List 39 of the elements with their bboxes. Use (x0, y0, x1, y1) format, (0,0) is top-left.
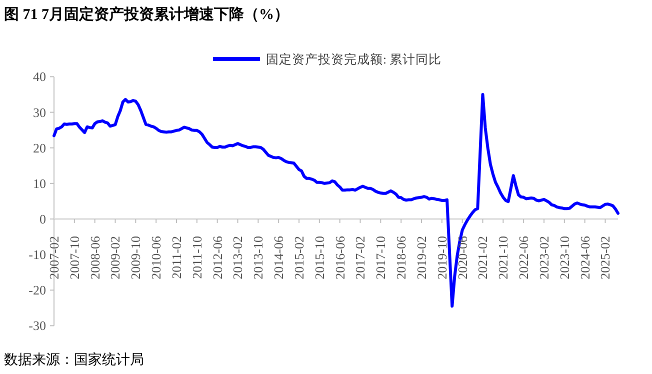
x-tick-label: 2016-06 (332, 236, 348, 280)
x-tick-label: 2019-02 (414, 236, 429, 280)
y-tick-label: 10 (33, 176, 46, 191)
x-tick-label: 2021-10 (496, 236, 511, 280)
x-tick-label: 2013-02 (230, 236, 246, 280)
legend-label: 固定资产投资完成额: 累计同比 (266, 52, 442, 66)
x-tick-label: 2020-06 (454, 236, 470, 280)
x-tick-label: 2017-02 (352, 236, 368, 280)
x-tick-label: 2014-06 (271, 236, 286, 280)
x-tick-label: 2007-10 (66, 236, 82, 280)
y-tick-label: 30 (33, 104, 46, 120)
x-tick-label: 2019-10 (434, 236, 450, 280)
x-tick-label: 2008-06 (87, 236, 102, 280)
x-tick-label: 2012-06 (210, 236, 225, 280)
x-tick-label: 2015-10 (312, 236, 327, 280)
x-tick-label: 2022-06 (516, 236, 532, 280)
y-tick-label: -20 (28, 282, 46, 298)
source-note: 数据来源：国家统计局 (4, 352, 144, 368)
y-tick-label: -10 (28, 247, 46, 262)
x-tick-label: 2007-02 (46, 236, 62, 280)
x-tick-label: 2009-10 (128, 236, 144, 280)
x-tick-label: 2010-06 (148, 236, 164, 280)
y-tick-label: 20 (33, 140, 46, 156)
x-tick-label: 2021-02 (475, 236, 490, 280)
y-tick-label: -30 (28, 318, 46, 334)
x-tick-label: 2015-02 (291, 236, 306, 280)
x-tick-label: 2024-06 (577, 236, 592, 280)
x-tick-label: 2011-10 (189, 236, 204, 279)
x-tick-label: 2025-02 (598, 236, 613, 280)
x-tick-label: 2023-02 (536, 236, 552, 280)
x-tick-label: 2009-02 (108, 236, 123, 280)
x-tick-label: 2011-02 (169, 236, 184, 279)
x-tick-label: 2017-10 (373, 236, 388, 280)
x-tick-label: 2013-10 (250, 236, 266, 280)
x-tick-label: 2023-10 (556, 236, 572, 280)
chart-title: 图 71 7月固定资产投资累计增速下降（%） (4, 5, 289, 23)
x-tick-label: 2018-06 (394, 236, 409, 280)
y-tick-label: 0 (40, 211, 46, 226)
y-tick-label: 40 (33, 69, 46, 84)
